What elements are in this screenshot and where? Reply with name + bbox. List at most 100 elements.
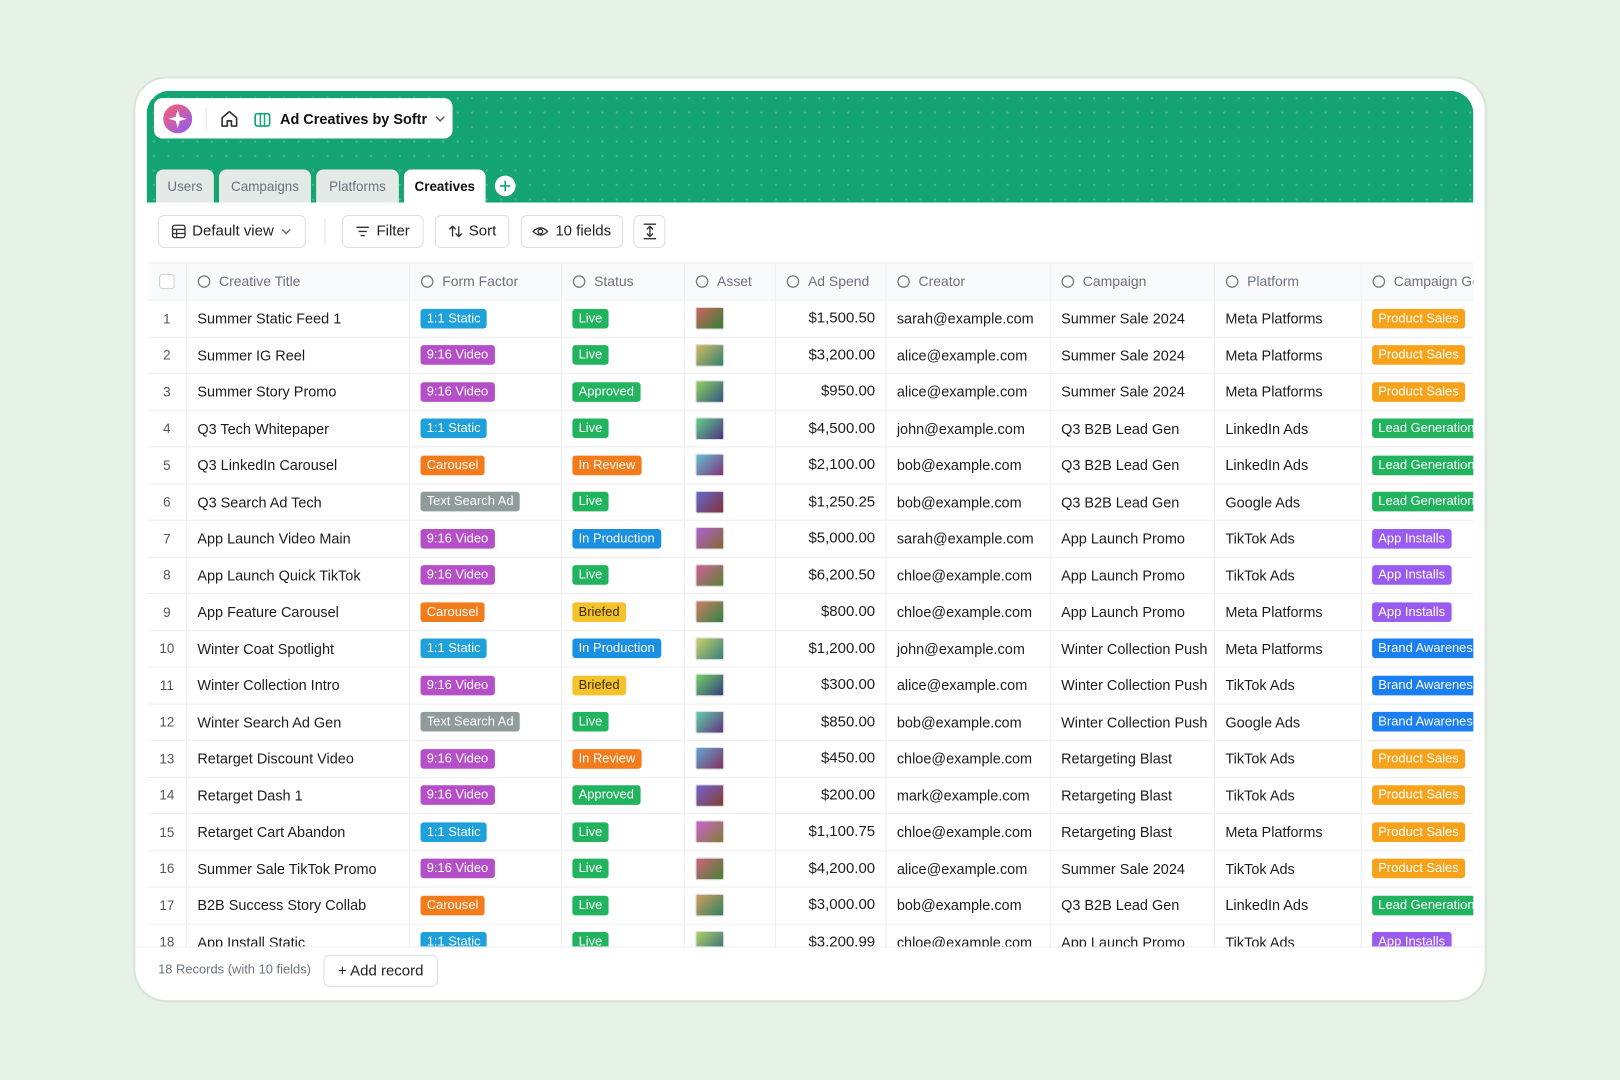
cell: Summer Sale TikTok Promo: [187, 850, 411, 887]
asset-thumbnail[interactable]: [695, 930, 725, 948]
campaign: App Launch Promo: [1061, 566, 1185, 584]
column-label: Platform: [1247, 273, 1300, 290]
cell: Meta Platforms: [1215, 300, 1362, 337]
column-header[interactable]: Campaign Goal: [1361, 263, 1474, 300]
asset-thumbnail[interactable]: [695, 747, 725, 770]
column-header[interactable]: Status: [562, 263, 686, 300]
cell: Winter Search Ad Gen: [187, 704, 411, 740]
tab-active[interactable]: Creatives: [403, 169, 486, 203]
platform: LinkedIn Ads: [1225, 897, 1309, 914]
cell: Lead Generation: [1362, 447, 1474, 483]
add-record-button[interactable]: + Add record: [323, 954, 439, 987]
cell: Meta Platforms: [1215, 814, 1362, 850]
campaign: Q3 B2B Lead Gen: [1061, 420, 1180, 437]
creator: sarah@example.com: [896, 310, 1034, 327]
badge: Brand Awareness: [1372, 712, 1474, 732]
home-icon[interactable]: [219, 108, 240, 129]
add-tab[interactable]: [494, 175, 517, 198]
cell: $3,000.00: [776, 887, 887, 924]
asset-thumbnail[interactable]: [695, 453, 725, 477]
cell: TikTok Ads: [1215, 850, 1362, 887]
cell: 9:16 Video: [410, 850, 563, 887]
eye-icon: [532, 227, 550, 236]
creator: chloe@example.com: [896, 603, 1033, 621]
creative-title: Winter Coat Spotlight: [197, 640, 335, 657]
column-header[interactable]: Creator: [886, 263, 1051, 300]
cell: Meta Platforms: [1215, 374, 1362, 410]
cell: 9:16 Video: [410, 777, 563, 814]
asset-thumbnail[interactable]: [695, 343, 725, 367]
cell: LinkedIn Ads: [1215, 887, 1362, 924]
cell: [685, 410, 776, 447]
cell: $4,500.00: [776, 410, 887, 447]
cell: [685, 704, 776, 740]
column-header[interactable]: Campaign: [1050, 263, 1216, 300]
cell: Live: [562, 557, 686, 594]
asset-thumbnail[interactable]: [695, 783, 725, 807]
cell: Product Sales: [1362, 814, 1474, 850]
badge: Briefed: [572, 602, 626, 622]
column-header[interactable]: Creative Title: [187, 263, 411, 300]
platform: TikTok Ads: [1225, 860, 1295, 877]
badge: Product Sales: [1372, 858, 1465, 879]
filter-button[interactable]: Filter: [341, 214, 424, 248]
cell: 9:16 Video: [410, 740, 563, 777]
creator: alice@example.com: [896, 677, 1028, 694]
app-switcher[interactable]: Ad Creatives by Softr: [153, 98, 453, 139]
ad-spend: $3,200.99: [808, 933, 876, 948]
cell: [685, 374, 776, 410]
ad-spend: $4,500.00: [808, 420, 876, 437]
asset-thumbnail[interactable]: [695, 600, 725, 624]
asset-thumbnail[interactable]: [695, 710, 725, 734]
cell: bob@example.com: [886, 484, 1051, 520]
column-header[interactable]: Asset: [685, 263, 776, 300]
cell: sarah@example.com: [886, 300, 1051, 337]
asset-thumbnail[interactable]: [695, 417, 725, 440]
asset-thumbnail[interactable]: [695, 857, 725, 881]
cell: [685, 887, 776, 924]
fields-button[interactable]: 10 fields: [520, 214, 624, 248]
cell: $200.00: [776, 777, 887, 814]
cell: $450.00: [776, 740, 887, 777]
badge: Carousel: [420, 455, 485, 476]
column-header[interactable]: Ad Spend: [775, 263, 887, 300]
view-selector[interactable]: Default view: [158, 214, 306, 248]
asset-thumbnail[interactable]: [695, 563, 725, 587]
cell: Google Ads: [1215, 704, 1362, 740]
badge: Lead Generation: [1372, 455, 1474, 476]
cell: Product Sales: [1362, 851, 1474, 887]
platform: TikTok Ads: [1225, 530, 1295, 547]
asset-thumbnail[interactable]: [695, 893, 725, 917]
tab[interactable]: Users: [156, 169, 214, 203]
creative-title: Summer Story Promo: [197, 383, 337, 401]
campaign: App Launch Promo: [1061, 603, 1185, 621]
cell: Winter Collection Intro: [187, 667, 411, 704]
sort-button[interactable]: Sort: [434, 214, 510, 248]
column-header[interactable]: Platform: [1215, 263, 1362, 300]
cell: 9:16 Video: [410, 374, 563, 410]
cell: $3,200.00: [776, 337, 887, 373]
asset-thumbnail[interactable]: [695, 490, 725, 514]
ad-spend: $1,500.50: [808, 310, 876, 327]
asset-thumbnail[interactable]: [695, 820, 725, 844]
cell: Briefed: [562, 667, 686, 704]
cell: Q3 B2B Lead Gen: [1051, 410, 1216, 447]
checkbox[interactable]: [159, 273, 175, 290]
asset-thumbnail[interactable]: [695, 307, 725, 330]
tab[interactable]: Platforms: [316, 169, 399, 203]
row-height-button[interactable]: [633, 214, 666, 248]
badge: Brand Awareness: [1372, 638, 1474, 659]
creative-title: Q3 Tech Whitepaper: [197, 420, 329, 437]
cell: TikTok Ads: [1215, 777, 1362, 814]
tab[interactable]: Campaigns: [219, 169, 311, 203]
asset-thumbnail[interactable]: [695, 637, 725, 660]
cell: Retargeting Blast: [1051, 777, 1216, 814]
row-number: 2: [148, 337, 188, 373]
column-header[interactable]: Form Factor: [410, 263, 563, 300]
cell: $800.00: [776, 594, 887, 630]
asset-thumbnail[interactable]: [695, 673, 725, 697]
asset-thumbnail[interactable]: [695, 380, 725, 404]
table-row: 10 Winter Coat Spotlight 1:1 Static In Prod…: [147, 630, 1474, 668]
asset-thumbnail[interactable]: [695, 527, 725, 550]
